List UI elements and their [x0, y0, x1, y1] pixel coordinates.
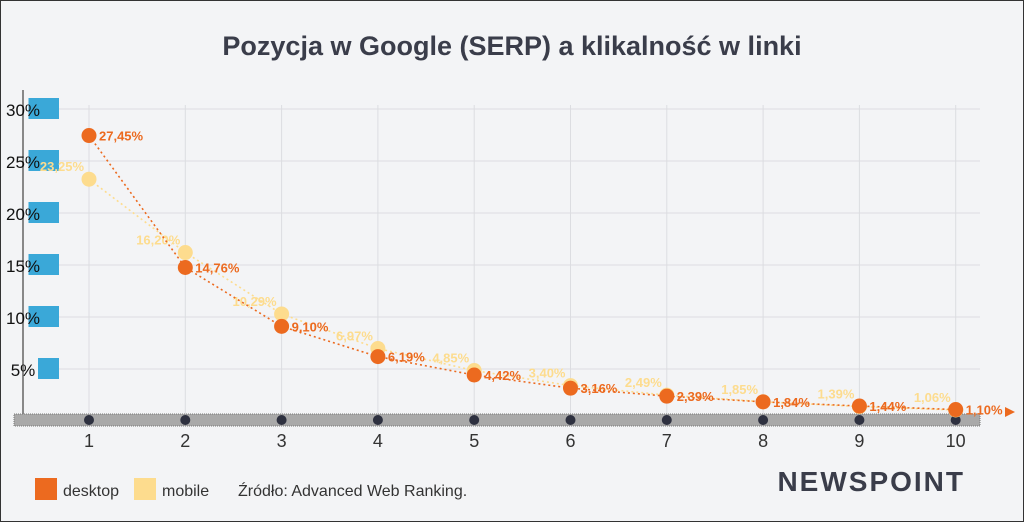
- y-tick-label-bg: [38, 358, 59, 379]
- data-label-desktop: 1,44%: [869, 399, 906, 414]
- x-tick-label: 9: [854, 431, 864, 451]
- data-label-desktop: 9,10%: [292, 319, 329, 334]
- y-tick-label-bg: [28, 150, 59, 171]
- legend-label-desktop: desktop: [63, 483, 119, 500]
- data-label-mobile: 6,97%: [336, 329, 373, 344]
- y-tick-label-bg: [28, 202, 59, 223]
- y-tick-label: 10%: [6, 309, 40, 328]
- data-point-desktop: [659, 388, 675, 404]
- data-point-desktop: [274, 318, 290, 334]
- data-point-desktop: [370, 349, 386, 365]
- x-tick-dot: [950, 415, 961, 425]
- x-tick-label: 10: [946, 431, 966, 451]
- data-point-desktop: [948, 402, 964, 418]
- y-tick-label-bg: [28, 98, 59, 119]
- data-label-mobile: 10,29%: [233, 294, 278, 309]
- data-point-mobile: [177, 245, 193, 261]
- x-tick-dot: [661, 415, 672, 425]
- x-tick-dot: [565, 415, 576, 425]
- data-label-mobile: 1,39%: [818, 387, 855, 402]
- data-label-desktop: 27,45%: [99, 129, 144, 144]
- data-label-desktop: 14,76%: [195, 260, 240, 275]
- data-point-desktop: [81, 128, 97, 144]
- data-label-desktop: 1,84%: [773, 395, 810, 410]
- y-tick-label: 20%: [6, 205, 40, 224]
- data-label-desktop: 6,19%: [388, 350, 425, 365]
- data-label-mobile: 1,06%: [914, 390, 951, 405]
- data-label-desktop: 3,16%: [581, 381, 618, 396]
- x-tick-label: 7: [662, 431, 672, 451]
- x-tick-label: 8: [758, 431, 768, 451]
- x-tick-dot: [469, 415, 480, 425]
- data-point-desktop: [466, 367, 482, 383]
- source-note: Źródło: Advanced Web Ranking.: [238, 481, 467, 500]
- legend-swatch-desktop: [35, 478, 57, 500]
- y-tick-label-bg: [28, 306, 59, 327]
- data-point-desktop: [851, 398, 867, 414]
- y-tick-label: 25%: [6, 153, 40, 172]
- newspoint-logo: NEWSPOINT: [777, 466, 965, 497]
- data-label-desktop: 1,10%: [966, 403, 1003, 418]
- legend: desktop mobile Źródło: Advanced Web Rank…: [35, 478, 467, 500]
- x-tick-dot: [372, 415, 383, 425]
- data-label-desktop: 2,39%: [677, 389, 714, 404]
- x-tick-dot: [854, 415, 865, 425]
- legend-swatch-mobile: [134, 478, 156, 500]
- data-point-desktop: [563, 380, 578, 396]
- y-tick-label-bg: [28, 254, 59, 275]
- chart-title: Pozycja w Google (SERP) a klikalność w l…: [222, 31, 801, 61]
- x-tick-dot: [84, 415, 94, 425]
- x-tick-label: 6: [565, 431, 575, 451]
- y-tick-label: 30%: [6, 101, 40, 120]
- x-axis-band: [13, 413, 981, 427]
- legend-label-mobile: mobile: [162, 483, 209, 500]
- series-line-mobile: [88, 178, 956, 411]
- data-label-mobile: 1,85%: [721, 382, 758, 397]
- x-tick-label: 4: [373, 431, 383, 451]
- data-point-mobile: [274, 306, 290, 322]
- x-tick-dot: [180, 415, 191, 425]
- data-label-mobile: 16,20%: [136, 233, 181, 248]
- x-tick-dot: [276, 415, 287, 425]
- data-label-desktop: 4,42%: [484, 368, 521, 383]
- data-point-mobile: [81, 171, 97, 187]
- x-tick-label: 2: [180, 431, 190, 451]
- x-tick-dot: [758, 415, 769, 425]
- y-tick-label: 15%: [6, 257, 40, 276]
- x-tick-label: 3: [277, 431, 287, 451]
- data-label-mobile: 23,25%: [40, 159, 85, 174]
- x-tick-label: 1: [84, 431, 94, 451]
- data-point-desktop: [755, 394, 771, 410]
- y-tick-label: 5%: [11, 361, 36, 380]
- data-label-mobile: 3,40%: [529, 366, 566, 381]
- trend-arrow-icon: [1005, 407, 1015, 417]
- data-point-desktop: [177, 259, 193, 275]
- data-label-mobile: 2,49%: [625, 375, 662, 390]
- data-label-mobile: 4,85%: [432, 351, 469, 366]
- x-tick-label: 5: [469, 431, 479, 451]
